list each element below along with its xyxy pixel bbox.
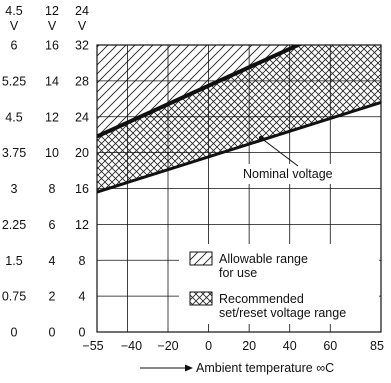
unit-header-unit: V [48,19,57,33]
range-boundaries [97,45,381,194]
x-tick-label: −55 [82,339,103,353]
y-tick-label: 4 [49,254,56,268]
y-tick-label: 12 [75,218,89,232]
y-tick-label: 4 [79,290,86,304]
y-tick-label: 8 [79,254,86,268]
plot-frame [96,44,382,333]
x-tick-label: −20 [157,339,178,353]
y-tick-label: 28 [75,74,89,88]
legend-item: Allowable range for use [189,251,308,280]
unit-header-value: 12 [45,4,59,18]
annotation-leader [260,137,299,167]
y-tick-label: 2 [49,290,56,304]
x-tick-label: −40 [121,339,142,353]
y-tick-label: 5.25 [2,74,26,88]
y-tick-label: 0 [79,326,86,340]
y-tick-label: 32 [75,39,89,53]
legend-swatch [189,251,213,266]
legend: Allowable range for use Recommended set/res… [179,244,379,324]
annotation-dot [258,135,264,141]
y-tick-label: 12 [45,110,59,124]
legend-label: Allowable range for use [219,252,308,280]
y-tick-label: 16 [45,39,59,53]
annotation-label: Nominal voltage [243,167,333,181]
y-tick-label: 24 [75,110,89,124]
legend-label-line: for use [219,266,257,280]
x-tick-labels: −55 −40 −20 0 20 40 60 85 [82,339,384,353]
y-tick-labels: 0 0 00.75 2 41.5 4 82.25 6 123 8 163.75 10 204.5 12 24… [2,39,89,340]
y-tick-label: 14 [45,74,59,88]
allowable-range-boundary [97,45,303,139]
y-tick-label: 0 [49,326,56,340]
y-tick-label: 16 [75,182,89,196]
y-tick-label: 3 [11,182,18,196]
y-tick-label: 0.75 [2,290,26,304]
legend-label: Recommended set/reset voltage range [219,292,346,320]
unit-header-unit: V [78,19,87,33]
x-axis-title: Ambient temperature ∞C [140,361,334,375]
y-tick-label: 6 [11,39,18,53]
y-tick-label: 2.25 [2,218,26,232]
x-tick-label: 20 [242,339,256,353]
y-tick-label: 1.5 [5,254,22,268]
y-tick-label: 4.5 [5,110,22,124]
recommended-range-boundary [97,100,381,194]
x-tick-label: 60 [323,339,337,353]
legend-label-line: Recommended [219,292,304,306]
legend-label-line: set/reset voltage range [219,306,346,320]
y-tick-label: 8 [49,182,56,196]
unit-header-unit: V [10,19,19,33]
y-tick-label: 6 [49,218,56,232]
y-tick-label: 10 [45,146,59,160]
x-tick-label: 85 [370,339,384,353]
y-tick-label: 3.75 [2,146,26,160]
y-tick-label: 0 [11,326,18,340]
annotation: Nominal voltage [241,135,371,184]
unit-header-value: 24 [75,4,89,18]
legend-label-line: Allowable range [219,252,308,266]
unit-header-value: 4.5 [5,4,22,18]
legend-item: Recommended set/reset voltage range [189,291,346,320]
axis-title-arrow-head [185,364,193,372]
annotation-background [241,164,371,184]
x-tick-label: 0 [205,339,212,353]
legend-swatch [189,291,213,306]
x-axis-label: Ambient temperature ∞C [196,361,334,375]
y-tick-label: 20 [75,146,89,160]
plot-border [96,44,382,333]
x-tick-label: 40 [283,339,297,353]
